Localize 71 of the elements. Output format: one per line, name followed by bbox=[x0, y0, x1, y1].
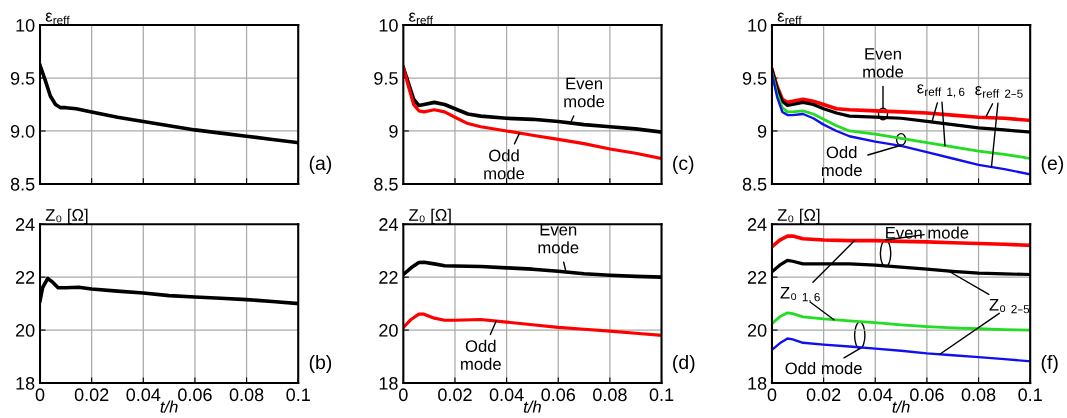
x-tick-label: 0.08 bbox=[593, 388, 627, 402]
x-tick-label: 0.08 bbox=[229, 388, 264, 402]
annotation: Odd mode bbox=[484, 149, 525, 180]
line-series bbox=[771, 337, 1031, 363]
annotation: Z₀ $_{2–5}$ bbox=[989, 299, 1030, 314]
y-tick-label: 20 bbox=[747, 324, 767, 337]
annotation: ε$_{reff 2–5}$ bbox=[975, 86, 1023, 98]
y-tick-label: 9 bbox=[757, 124, 767, 138]
y-tick-label: 9.0 bbox=[10, 124, 35, 138]
y-tick-label: 9 bbox=[389, 124, 398, 138]
y-tick-label: 22 bbox=[15, 271, 35, 284]
x-tick-label: 0 bbox=[35, 388, 45, 402]
y-axis-title: ε$_{reff}$ bbox=[45, 12, 70, 25]
x-tick-label: 0.04 bbox=[126, 388, 161, 402]
x-axis-title: t/h bbox=[523, 400, 541, 413]
annotation: Even mode bbox=[863, 48, 904, 78]
y-axis-title: ε$_{reff}$ bbox=[409, 12, 433, 25]
annotation: ε$_{reff 1,6}$ bbox=[917, 84, 965, 98]
x-tick-label: 0.1 bbox=[649, 388, 674, 402]
y-tick-label: 22 bbox=[379, 271, 398, 284]
text: (e) bbox=[1041, 155, 1064, 174]
x-tick-label: 0.02 bbox=[438, 388, 472, 402]
y-tick-label: 10 bbox=[748, 19, 767, 32]
y-tick-label: 22 bbox=[747, 271, 767, 284]
y-tick-label: 9.5 bbox=[742, 71, 767, 85]
y-tick-label: 18 bbox=[379, 376, 398, 390]
x-tick-label: 0.06 bbox=[910, 388, 944, 402]
y-axis-title: ε$_{reff}$ bbox=[777, 12, 802, 25]
y-tick-label: 10 bbox=[379, 19, 398, 32]
x-tick-label: 0.06 bbox=[541, 388, 576, 402]
annotation: Odd mode bbox=[821, 146, 862, 177]
y-tick-label: 24 bbox=[379, 218, 398, 231]
y-tick-label: 24 bbox=[15, 218, 35, 231]
annotation: Even mode bbox=[564, 77, 605, 108]
x-tick-label: 0.04 bbox=[489, 388, 524, 402]
y-tick-label: 18 bbox=[16, 376, 35, 390]
x-tick-label: 0.06 bbox=[178, 388, 212, 402]
x-tick-label: 0.02 bbox=[74, 388, 109, 402]
annotation: Even mode bbox=[886, 226, 969, 239]
y-tick-label: 20 bbox=[379, 324, 398, 337]
x-tick-label: 0.08 bbox=[961, 388, 996, 402]
y-tick-label: 8.5 bbox=[10, 177, 35, 191]
y-tick-label: 8.5 bbox=[742, 177, 767, 191]
y-tick-label: 8.5 bbox=[374, 177, 398, 191]
x-axis-title: t/h bbox=[160, 400, 178, 413]
y-tick-label: 10 bbox=[16, 19, 35, 32]
y-axis-title: Z₀ [Ω] bbox=[409, 208, 451, 225]
text: (c) bbox=[673, 155, 694, 174]
x-axis-title: t/h bbox=[892, 400, 910, 413]
x-tick-label: 0.02 bbox=[806, 388, 841, 402]
y-tick-label: 24 bbox=[747, 218, 767, 231]
y-tick-label: 18 bbox=[748, 376, 767, 390]
text: (d) bbox=[673, 354, 695, 374]
text: (b) bbox=[309, 354, 332, 374]
annotation: Z₀ $_{1,6}$ bbox=[780, 287, 820, 303]
y-axis-title: Z₀ [Ω] bbox=[777, 208, 820, 225]
y-tick-label: 9.5 bbox=[10, 71, 35, 85]
x-tick-label: 0 bbox=[767, 388, 777, 402]
y-tick-label: 20 bbox=[15, 324, 35, 337]
text: (f) bbox=[1041, 354, 1058, 374]
text: (a) bbox=[309, 155, 332, 174]
y-axis-title: Z₀ [Ω] bbox=[45, 208, 88, 225]
x-tick-label: 0.04 bbox=[858, 388, 893, 402]
x-tick-label: 0 bbox=[399, 388, 408, 402]
line-series bbox=[403, 312, 662, 337]
y-tick-label: 9.5 bbox=[374, 71, 398, 85]
line-series bbox=[403, 65, 662, 161]
x-tick-label: 0.1 bbox=[1018, 388, 1042, 402]
x-tick-label: 0.1 bbox=[286, 388, 310, 402]
annotation: Odd mode bbox=[461, 339, 501, 370]
annotation: Odd mode bbox=[785, 362, 862, 375]
